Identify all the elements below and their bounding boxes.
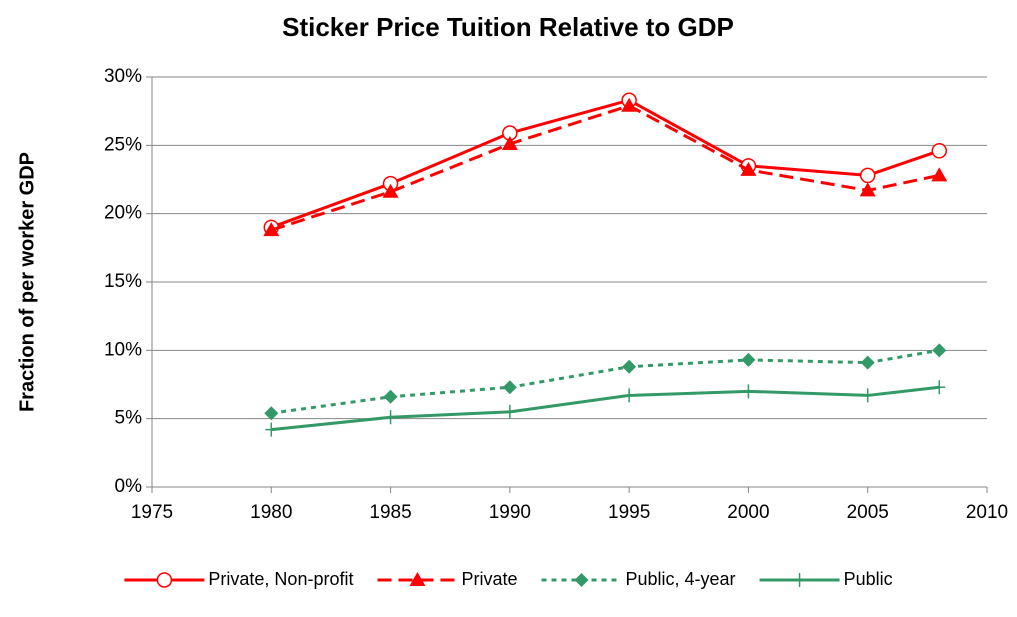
marker: [383, 389, 398, 404]
marker: [741, 352, 756, 367]
marker: [263, 222, 280, 237]
legend-item: Private, Non-profit: [124, 569, 353, 589]
x-tick-label: 1980: [250, 502, 292, 523]
marker: [860, 355, 875, 370]
legend-label: Private: [461, 569, 517, 589]
marker: [859, 167, 876, 184]
marker: [623, 388, 636, 403]
marker: [501, 135, 518, 150]
y-axis-label: Fraction of per worker GDP: [16, 152, 38, 412]
marker: [502, 380, 517, 395]
marker: [264, 406, 279, 421]
marker: [933, 380, 946, 395]
x-tick-label: 2010: [966, 502, 1008, 523]
marker: [265, 422, 278, 437]
x-tick-label: 1990: [489, 502, 531, 523]
y-tick-label: 5%: [115, 408, 143, 429]
y-tick-label: 25%: [104, 134, 142, 155]
legend-item: Public, 4-year: [541, 569, 736, 589]
marker: [503, 404, 516, 419]
series-line: [270, 104, 940, 232]
marker: [384, 410, 397, 425]
marker: [621, 97, 638, 112]
y-tick-label: 10%: [104, 339, 142, 360]
legend-label: Private, Non-profit: [208, 569, 353, 589]
series-line: [270, 98, 940, 229]
series-line: [271, 348, 940, 415]
marker: [409, 572, 426, 586]
legend-item: Public: [759, 569, 893, 589]
y-tick-label: 30%: [104, 66, 142, 87]
x-tick-label: 2005: [847, 502, 889, 523]
marker: [931, 143, 948, 159]
marker: [740, 161, 757, 176]
x-tick-label: 1985: [369, 502, 411, 523]
marker: [859, 182, 876, 197]
y-tick-label: 15%: [104, 271, 142, 292]
marker: [793, 573, 806, 587]
x-tick-label: 2000: [727, 502, 769, 523]
marker: [622, 359, 637, 374]
marker: [932, 343, 947, 358]
legend-label: Public: [844, 569, 893, 589]
marker: [742, 384, 755, 399]
marker: [931, 167, 948, 182]
chart-title: Sticker Price Tuition Relative to GDP: [282, 12, 734, 42]
marker: [156, 572, 173, 588]
x-tick-label: 1975: [131, 502, 173, 523]
marker: [574, 573, 589, 587]
marker: [861, 388, 874, 403]
x-tick-label: 1995: [608, 502, 650, 523]
y-tick-label: 0%: [115, 476, 143, 497]
marker: [382, 183, 399, 198]
legend-item: Private: [377, 569, 518, 589]
y-tick-label: 20%: [104, 203, 142, 224]
legend-label: Public, 4-year: [626, 569, 736, 589]
series-line: [271, 385, 940, 432]
